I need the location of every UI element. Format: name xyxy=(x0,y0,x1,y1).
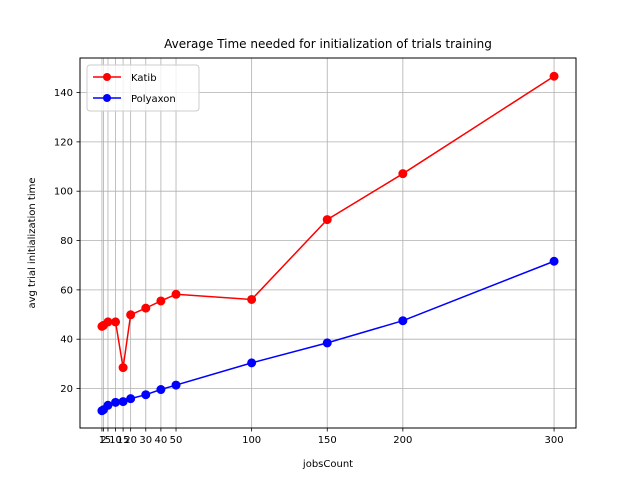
y-tick-label: 60 xyxy=(60,285,73,296)
katib-data-point xyxy=(322,215,332,225)
polyaxon-data-point xyxy=(247,358,257,368)
polyaxon-data-point xyxy=(549,256,559,266)
katib-data-point xyxy=(126,310,136,320)
katib-data-point xyxy=(247,294,257,304)
x-tick-label: 5 xyxy=(105,435,111,446)
x-tick-label: 200 xyxy=(393,435,412,446)
x-tick-label: 100 xyxy=(242,435,261,446)
y-tick-label: 120 xyxy=(54,137,73,148)
y-tick-label: 40 xyxy=(60,335,73,346)
polyaxon-data-point xyxy=(398,316,408,326)
katib-data-point xyxy=(118,363,128,373)
x-tick-label: 300 xyxy=(545,435,564,446)
katib-data-point xyxy=(141,303,151,313)
y-tick-label: 100 xyxy=(54,187,73,198)
katib-data-point xyxy=(398,169,408,179)
legend: Katib Polyaxon xyxy=(86,64,200,112)
x-tick-label: 40 xyxy=(155,435,168,446)
katib-data-point xyxy=(103,317,113,327)
y-tick-label: 20 xyxy=(60,384,73,395)
plot-frame xyxy=(79,57,577,429)
polyaxon-data-point xyxy=(141,390,151,400)
polyaxon-legend-marker xyxy=(103,94,111,102)
polyaxon-data-point xyxy=(156,385,166,395)
y-tick-label: 80 xyxy=(60,236,73,247)
katib-legend-label: Katib xyxy=(131,73,157,84)
series-group xyxy=(97,71,559,416)
x-tick-label: 30 xyxy=(139,435,152,446)
x-tick-label: 20 xyxy=(124,435,137,446)
polyaxon-data-point xyxy=(171,380,181,390)
katib-data-point xyxy=(156,296,166,306)
polyaxon-legend-label: Polyaxon xyxy=(131,94,176,105)
y-tick-label: 140 xyxy=(54,88,73,99)
x-tick-label: 1 xyxy=(99,435,105,446)
x-tick-label: 15 xyxy=(117,435,130,446)
x-tick-label: 150 xyxy=(318,435,337,446)
katib-data-point xyxy=(549,71,559,81)
polyaxon-data-point xyxy=(118,397,128,407)
polyaxon-data-point xyxy=(111,397,121,407)
x-axis-label: jobsCount xyxy=(302,459,353,470)
polyaxon-data-point xyxy=(322,338,332,348)
x-tick-label: 50 xyxy=(170,435,183,446)
polyaxon-data-point xyxy=(103,400,113,410)
y-axis-label: avg trial initialization time xyxy=(27,177,38,308)
katib-legend-marker xyxy=(103,73,111,81)
x-tick-label: 2 xyxy=(100,435,106,446)
katib-data-point xyxy=(171,289,181,299)
x-tick-label: 10 xyxy=(109,435,122,446)
katib-data-point xyxy=(111,317,121,327)
chart-title: Average Time needed for initialization o… xyxy=(164,37,492,51)
polyaxon-data-point xyxy=(126,394,136,404)
